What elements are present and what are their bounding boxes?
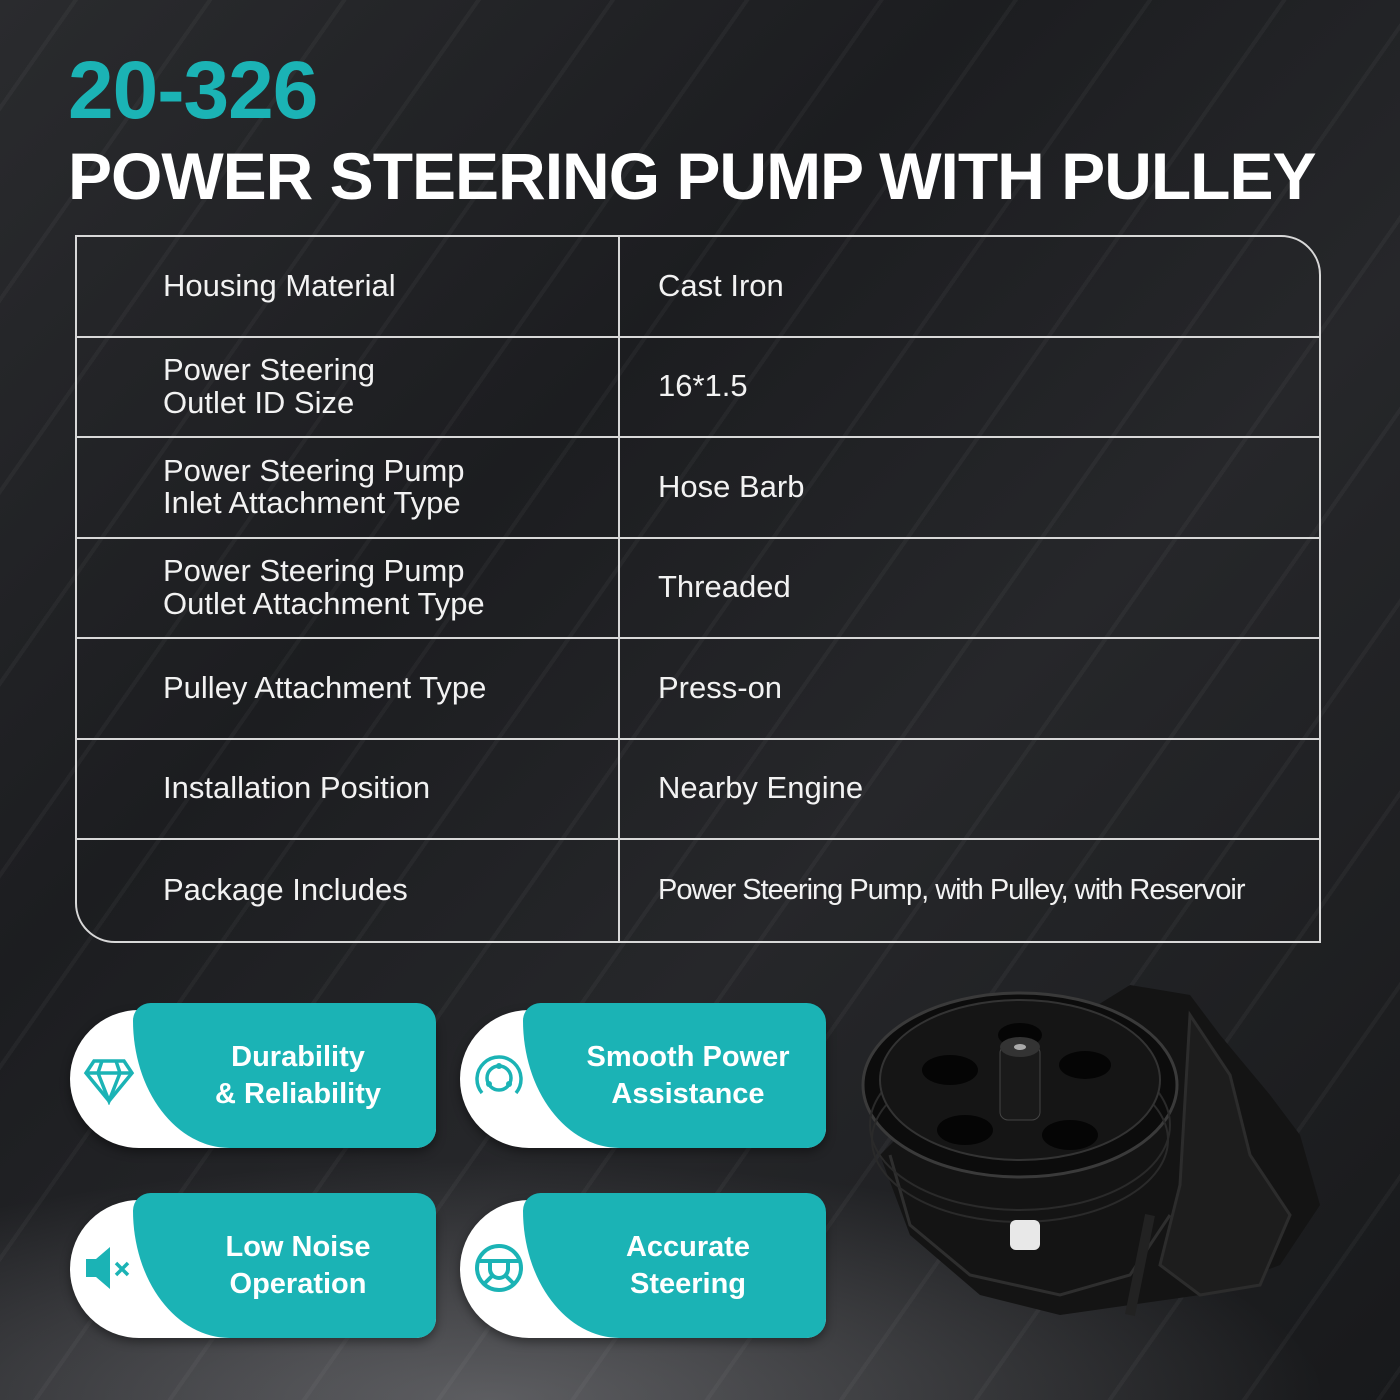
table-row: Power Steering Pump Outlet Attachment Ty… xyxy=(77,538,1319,639)
table-row: Pulley Attachment Type Press-on xyxy=(77,639,1319,740)
part-number: 20-326 xyxy=(68,45,318,136)
table-row: Power Steering Outlet ID Size 16*1.5 xyxy=(77,337,1319,438)
card-accent xyxy=(133,1193,436,1338)
feature-card-durability: Durability & Reliability xyxy=(70,1003,436,1148)
feature-title: Smooth Power xyxy=(586,1041,790,1074)
card-accent xyxy=(523,1193,826,1338)
feature-card-low-noise: Low Noise Operation xyxy=(70,1193,436,1338)
spec-label: Power Steering Pump Inlet Attachment Typ… xyxy=(77,438,620,539)
spec-value: Hose Barb xyxy=(620,438,1319,539)
feature-title: Steering xyxy=(629,1267,747,1300)
feature-title: Operation xyxy=(229,1267,367,1300)
feature-title: Durability xyxy=(231,1041,365,1074)
circular-flow-icon xyxy=(475,1055,523,1095)
diamond-icon xyxy=(83,1059,135,1105)
spec-value: Nearby Engine xyxy=(620,740,1319,840)
product-title: POWER STEERING PUMP WITH PULLEY xyxy=(68,139,1317,213)
spec-label: Power Steering Outlet ID Size xyxy=(77,337,620,438)
card-accent xyxy=(523,1003,826,1148)
feature-title: Accurate xyxy=(625,1231,751,1264)
feature-title: Assistance xyxy=(611,1077,765,1110)
spec-label: Installation Position xyxy=(77,739,620,840)
spec-label: Pulley Attachment Type xyxy=(77,639,620,740)
steering-wheel-icon xyxy=(475,1244,523,1292)
feature-card-accurate-steering: Accurate Steering xyxy=(460,1193,826,1338)
spec-value: 16*1.5 xyxy=(620,338,1319,438)
feature-card-smooth-power: Smooth Power Assistance xyxy=(460,1003,826,1148)
spec-table: Housing Material Cast Iron Power Steering… xyxy=(75,235,1321,943)
spec-label: Housing Material xyxy=(77,237,620,338)
table-row: Package Includes Power Steering Pump, wit… xyxy=(77,840,1319,941)
table-row: Housing Material Cast Iron xyxy=(77,237,1319,338)
spec-label: Package Includes xyxy=(77,840,620,941)
spec-value: Threaded xyxy=(620,539,1319,639)
spec-value: Press-on xyxy=(620,639,1319,740)
card-accent xyxy=(133,1003,436,1148)
table-row: Power Steering Pump Inlet Attachment Typ… xyxy=(77,438,1319,539)
spec-label: Power Steering Pump Outlet Attachment Ty… xyxy=(77,538,620,639)
spec-value: Cast Iron xyxy=(620,237,1319,338)
power-steering-pump-image xyxy=(861,985,1320,1316)
speaker-mute-icon xyxy=(86,1247,130,1289)
spec-value: Power Steering Pump, with Pulley, with R… xyxy=(658,874,1246,907)
feature-title: Low Noise xyxy=(225,1231,371,1264)
feature-title: & Reliability xyxy=(215,1077,381,1110)
table-row: Installation Position Nearby Engine xyxy=(77,739,1319,840)
